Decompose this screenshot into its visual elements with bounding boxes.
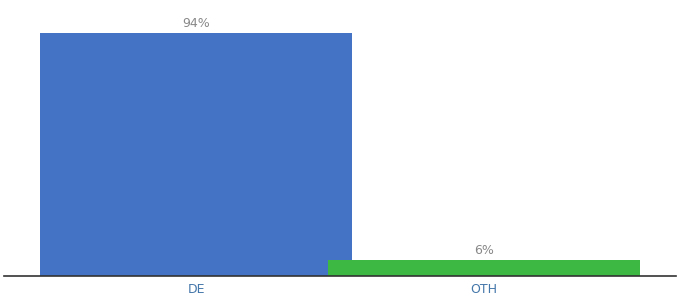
Text: 6%: 6% bbox=[474, 244, 494, 257]
Bar bbox=[328, 260, 640, 276]
Text: 94%: 94% bbox=[182, 16, 210, 29]
Bar bbox=[40, 33, 352, 276]
